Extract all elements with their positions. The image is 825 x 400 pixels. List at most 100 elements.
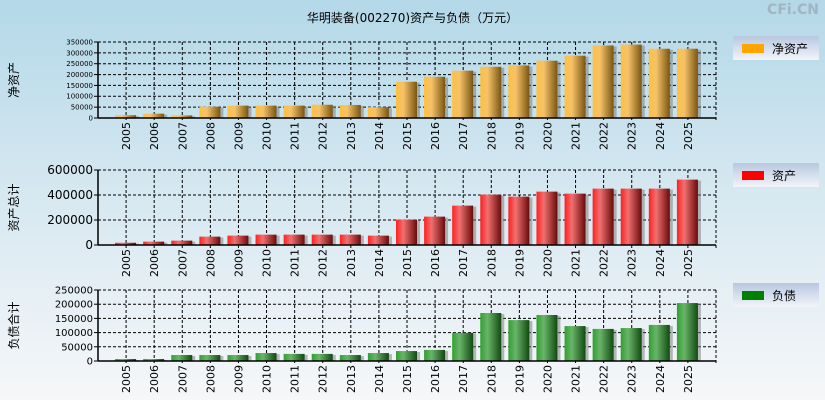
- bar-2018: [480, 66, 502, 118]
- x-tick-label: 2010: [261, 365, 274, 393]
- x-tick-label: 2008: [204, 365, 217, 393]
- y-tick-label: 100000: [66, 93, 93, 101]
- x-tick-label: 2025: [682, 365, 695, 393]
- x-tick-label: 2006: [148, 249, 161, 277]
- x-tick-label: 2009: [232, 249, 245, 277]
- bar-2019: [508, 196, 530, 245]
- x-tick-label: 2011: [289, 249, 302, 277]
- x-tick-label: 2006: [148, 122, 161, 150]
- bar-2024: [648, 324, 670, 361]
- y-tick-label: 0: [89, 114, 93, 122]
- x-tick-label: 2019: [513, 122, 526, 150]
- x-tick-label: 2025: [682, 249, 695, 277]
- y-tick-label: 350000: [66, 38, 93, 46]
- bar-2011: [283, 353, 305, 361]
- bar-2012: [311, 353, 333, 361]
- x-tick-label: 2005: [120, 249, 133, 277]
- bar-2020: [536, 314, 558, 361]
- bar-2015: [396, 81, 417, 118]
- bar-2020: [536, 60, 558, 118]
- bar-2015: [396, 351, 417, 361]
- x-tick-label: 2021: [570, 365, 583, 393]
- bar-2017: [452, 70, 474, 118]
- bar-2007: [171, 240, 193, 245]
- bar-2013: [339, 355, 361, 361]
- y-tick-label: 200000: [66, 71, 93, 79]
- x-tick-label: 2012: [317, 365, 330, 393]
- bar-2014: [367, 353, 389, 361]
- bar-2025: [676, 303, 698, 361]
- bar-2023: [620, 44, 642, 118]
- bar-2005: [115, 115, 137, 118]
- legend-assets: 资产: [733, 163, 819, 187]
- x-tick-label: 2011: [289, 122, 302, 150]
- x-tick-label: 2019: [513, 365, 526, 393]
- y-axis-label: 负债合计: [6, 301, 21, 349]
- legend-debt: 负债: [733, 283, 819, 307]
- x-tick-label: 2011: [289, 365, 302, 393]
- x-tick-label: 2007: [176, 249, 189, 277]
- x-tick-label: 2024: [654, 122, 667, 150]
- watermark-logo: CFi.CN: [767, 2, 819, 18]
- x-tick-label: 2022: [598, 249, 611, 277]
- x-tick-label: 2024: [654, 249, 667, 277]
- x-tick-label: 2017: [457, 249, 470, 277]
- x-tick-label: 2012: [317, 249, 330, 277]
- bar-2017: [452, 332, 474, 361]
- bar-2010: [255, 353, 277, 361]
- x-tick-label: 2013: [345, 365, 358, 393]
- bar-2024: [648, 48, 670, 118]
- bar-2005: [115, 242, 137, 245]
- bar-2018: [480, 313, 502, 361]
- bar-2011: [283, 105, 305, 118]
- y-tick-label: 300000: [66, 49, 93, 57]
- bar-2016: [424, 216, 446, 245]
- bar-2016: [424, 349, 446, 361]
- bar-2019: [508, 320, 530, 361]
- bar-2014: [367, 107, 389, 118]
- x-tick-label: 2022: [598, 122, 611, 150]
- legend-label: 净资产: [772, 41, 809, 56]
- y-tick-label: 200000: [55, 300, 93, 311]
- bar-2016: [424, 76, 446, 118]
- x-tick-label: 2010: [261, 122, 274, 150]
- bar-2007: [171, 355, 193, 361]
- bar-2022: [592, 45, 614, 118]
- bar-2012: [311, 234, 333, 245]
- bar-2006: [143, 359, 165, 361]
- legend-swatch: [742, 170, 764, 180]
- y-tick-label: 0: [85, 238, 93, 252]
- x-tick-label: 2020: [541, 122, 554, 150]
- x-tick-label: 2009: [232, 122, 245, 150]
- bar-2007: [171, 115, 193, 118]
- bar-2008: [199, 355, 221, 361]
- x-tick-label: 2024: [654, 365, 667, 393]
- bar-2013: [339, 234, 361, 245]
- x-tick-label: 2005: [120, 122, 133, 150]
- legend-label: 负债: [772, 288, 797, 303]
- x-tick-label: 2014: [373, 249, 386, 277]
- y-tick-label: 250000: [66, 60, 93, 68]
- bar-2025: [676, 179, 698, 245]
- y-tick-label: 100000: [55, 328, 93, 339]
- x-tick-label: 2022: [598, 365, 611, 393]
- bar-2021: [564, 193, 586, 245]
- bar-2010: [255, 234, 277, 245]
- y-tick-label: 0: [87, 357, 93, 368]
- x-tick-label: 2023: [626, 249, 639, 277]
- bar-2021: [564, 55, 586, 118]
- y-tick-label: 50000: [61, 342, 93, 353]
- legend-swatch: [742, 290, 764, 300]
- legend-swatch: [742, 43, 764, 53]
- bar-2018: [480, 194, 502, 245]
- x-tick-label: 2012: [317, 122, 330, 150]
- x-tick-label: 2016: [429, 365, 442, 393]
- bar-2006: [143, 241, 165, 245]
- x-tick-label: 2021: [570, 249, 583, 277]
- bar-2008: [199, 106, 221, 118]
- x-tick-label: 2018: [485, 122, 498, 150]
- legend-net-assets: 净资产: [733, 36, 819, 60]
- x-tick-label: 2018: [485, 365, 498, 393]
- x-tick-label: 2016: [429, 122, 442, 150]
